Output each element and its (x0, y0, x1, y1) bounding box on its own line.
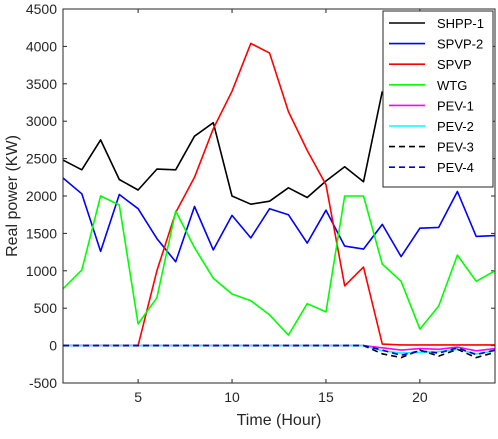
plot-lines (62, 42, 496, 359)
y-tick-label: 0 (49, 338, 57, 354)
legend-label: SPVP (437, 57, 472, 72)
x-axis-label: Time (Hour) (237, 412, 322, 429)
y-tick-label: 1500 (26, 225, 57, 241)
y-tick-label: 3000 (26, 113, 57, 129)
series-line-spvp-2 (62, 177, 496, 263)
x-tick-label: 20 (412, 389, 428, 405)
legend-label: SPVP-2 (437, 37, 483, 52)
y-axis-ticks: -500 0 500 1000 1500 2000 2500 3000 3500 4000 4500 (26, 1, 495, 391)
x-tick-label: 5 (134, 389, 142, 405)
y-tick-label: -500 (29, 375, 57, 391)
y-tick-label: 1000 (26, 263, 57, 279)
y-tick-label: 4500 (26, 1, 57, 17)
plot-frame (62, 8, 496, 384)
y-tick-label: 2000 (26, 188, 57, 204)
series-line-shpp-1 (62, 91, 384, 205)
y-axis-label: Real power (KW) (4, 135, 21, 257)
series-line-pev-4 (63, 344, 496, 357)
legend-box (382, 10, 494, 188)
legend-label: SHPP-1 (437, 16, 484, 31)
x-tick-label: 15 (318, 389, 334, 405)
y-tick-label: 2500 (26, 151, 57, 167)
x-axis-ticks: 5 10 15 20 (134, 9, 428, 405)
legend-label: PEV-2 (437, 119, 474, 134)
legend: SHPP-1 SPVP-2 SPVP WTG PEV-1 PEV-2 PEV-3 PEV-4 (382, 10, 494, 188)
x-tick-label: 10 (224, 389, 240, 405)
legend-label: WTG (437, 78, 467, 93)
y-tick-label: 4000 (26, 38, 57, 54)
series-line-wtg (62, 195, 496, 336)
legend-label: PEV-3 (437, 140, 474, 155)
y-tick-label: 500 (34, 300, 58, 316)
y-tick-label: 3500 (26, 76, 57, 92)
legend-label: PEV-4 (437, 160, 474, 175)
legend-label: PEV-1 (437, 98, 474, 113)
